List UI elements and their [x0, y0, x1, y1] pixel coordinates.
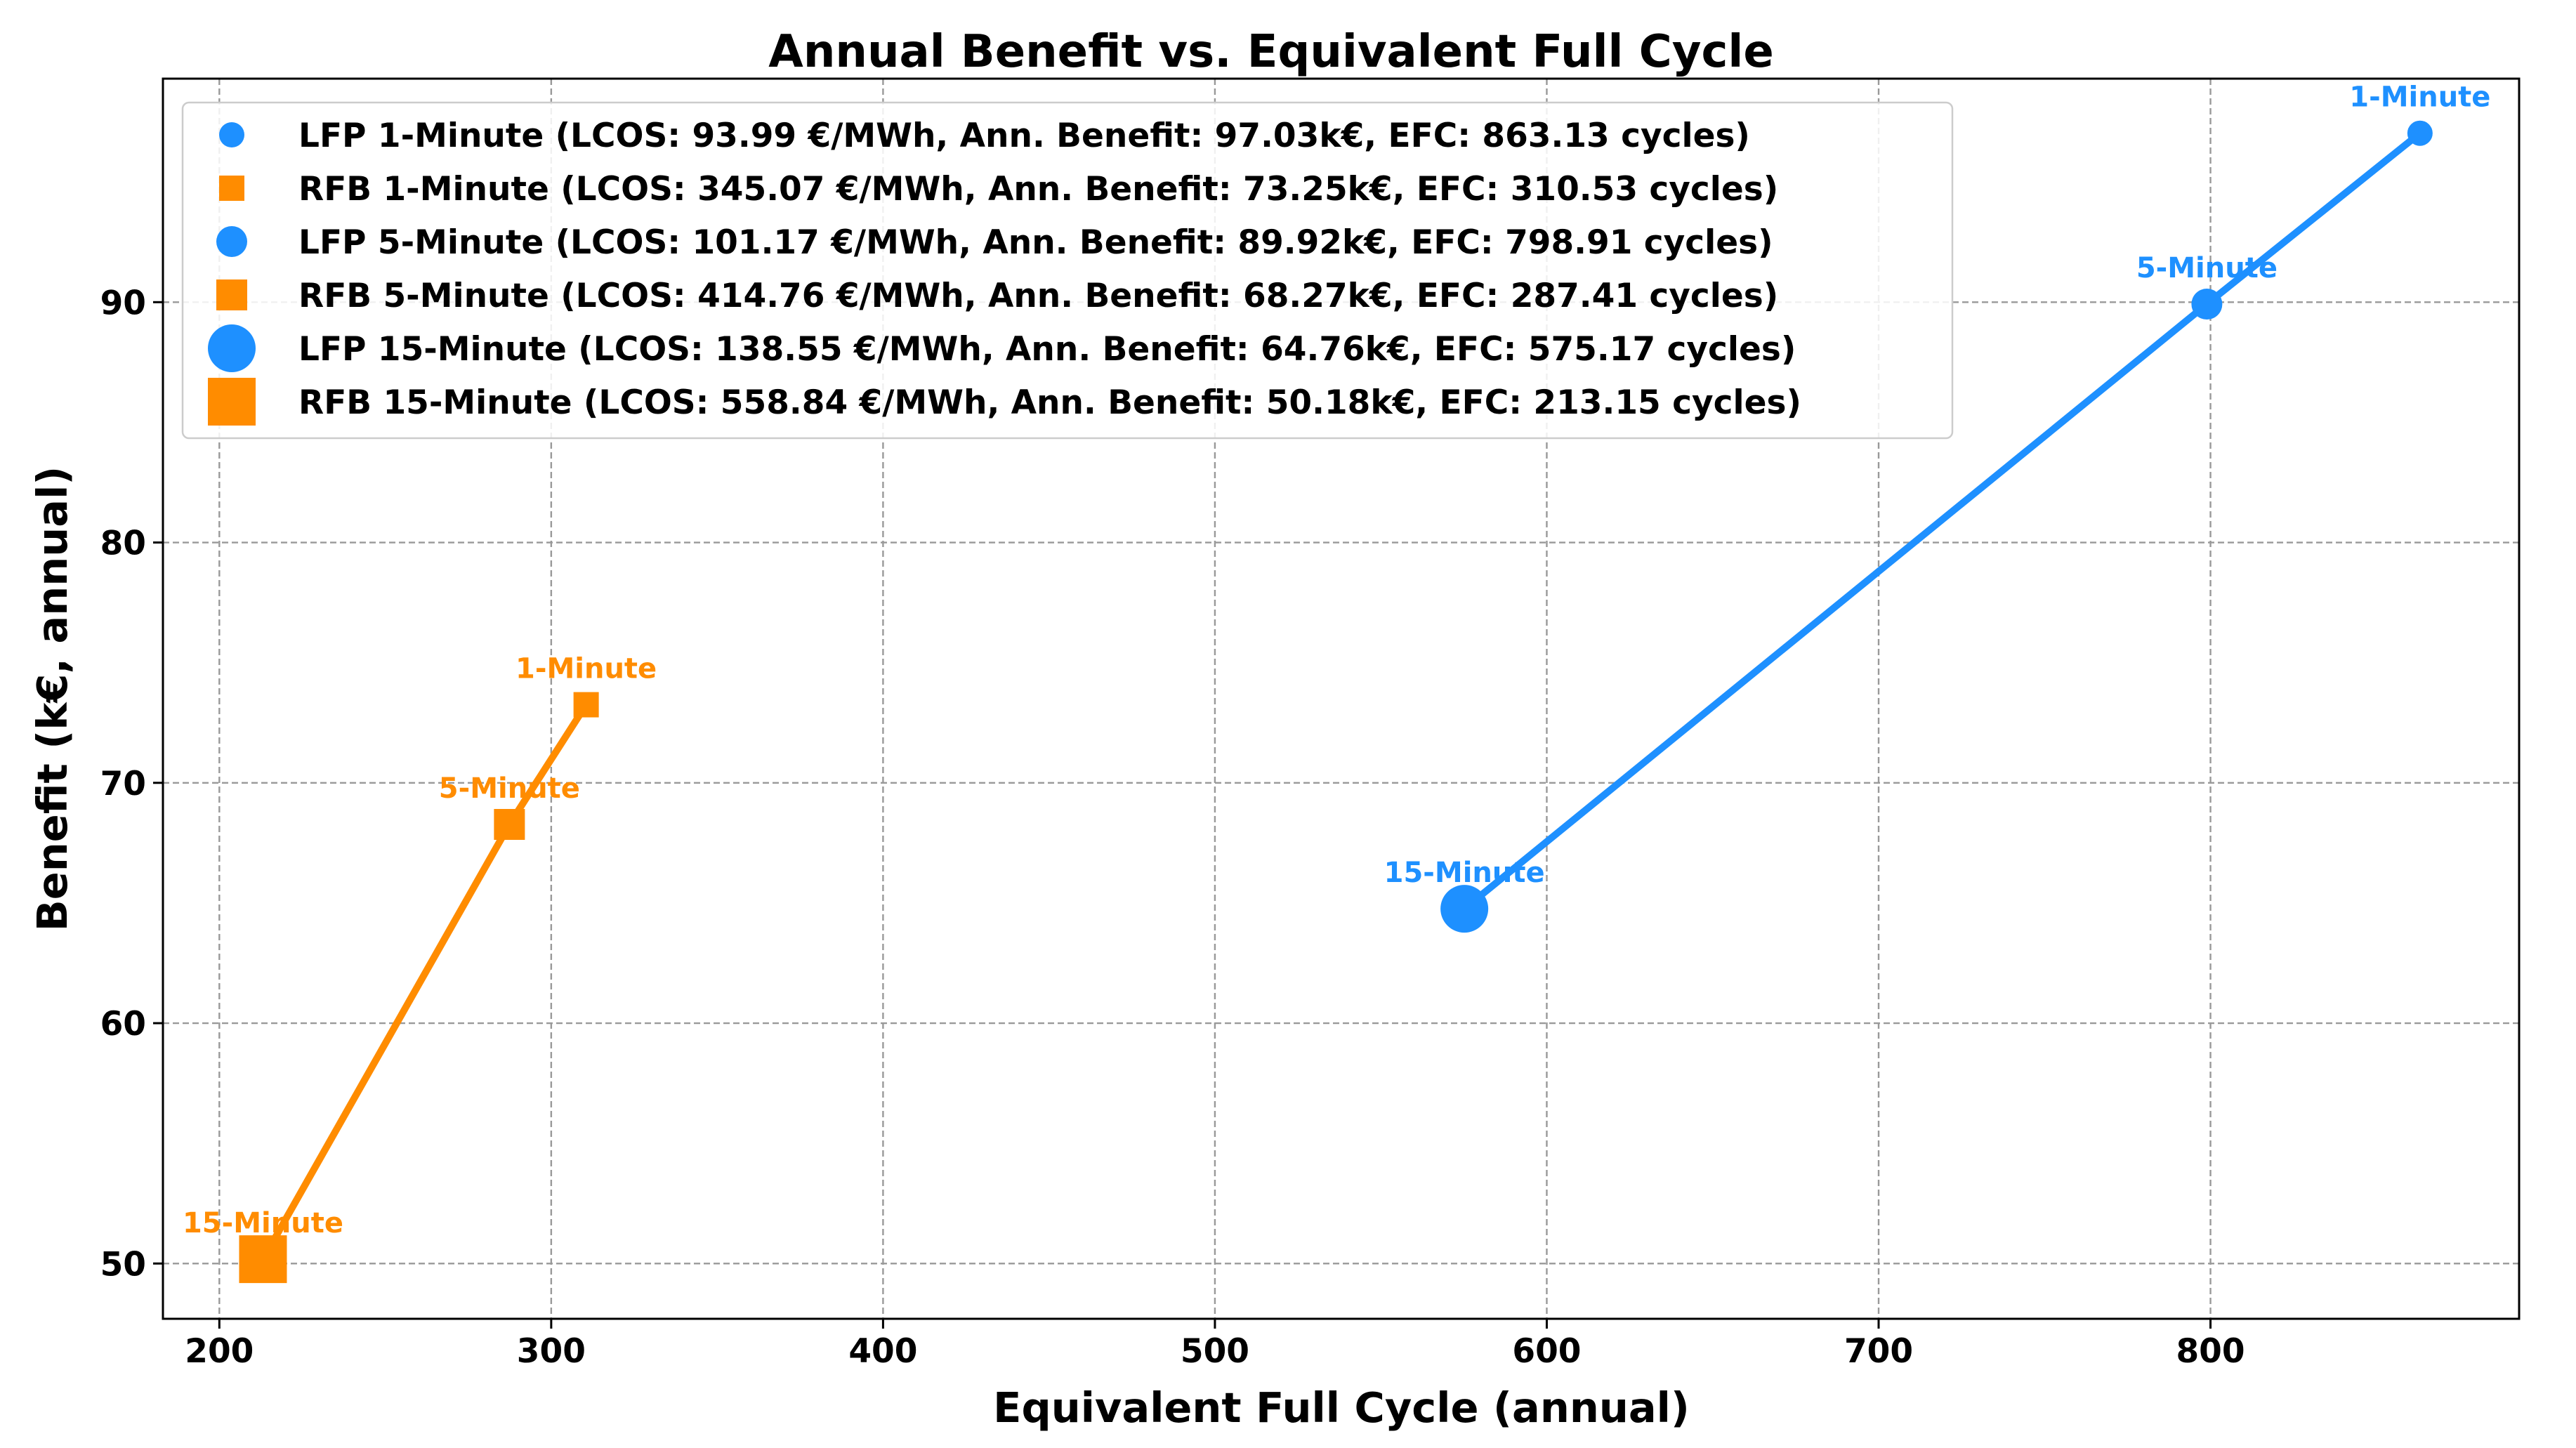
x-tick-label: 600	[1512, 1332, 1581, 1371]
legend-marker	[219, 122, 244, 147]
lfp-marker-5-minute	[2191, 289, 2223, 320]
legend-entry-text: RFB 5-Minute (LCOS: 414.76 €/MWh, Ann. B…	[298, 277, 1778, 315]
legend-marker	[208, 378, 256, 426]
y-tick-label: 90	[100, 284, 146, 322]
plot-frame	[162, 77, 2521, 1320]
x-axis-label: Equivalent Full Cycle (annual)	[993, 1383, 1690, 1432]
series-layer: 1-Minute 5-Minute 15-Minute 1-Minute 5-Minut…	[183, 81, 2490, 1284]
rfb-marker-15-minute	[239, 1235, 287, 1284]
y-tick-label: 50	[100, 1245, 146, 1284]
lfp-point-label: 5-Minute	[2136, 252, 2278, 284]
legend-marker	[219, 176, 244, 201]
y-axis-label: Benefit (k€, annual)	[28, 466, 77, 932]
rfb-marker-5-minute	[494, 808, 525, 840]
axis-ticks: 200 300 400 500 600 700 800 50 60 70 80 90	[100, 284, 2245, 1371]
legend-entry-text: RFB 15-Minute (LCOS: 558.84 €/MWh, Ann. …	[298, 383, 1801, 422]
x-tick-label: 400	[848, 1332, 917, 1371]
rfb-point-label: 15-Minute	[183, 1207, 343, 1239]
y-tick-label: 70	[100, 765, 146, 803]
legend-entry-text: RFB 1-Minute (LCOS: 345.07 €/MWh, Ann. B…	[298, 170, 1778, 209]
legend-box	[181, 101, 1954, 440]
x-tick-label: 200	[185, 1332, 254, 1371]
legend-marker	[216, 279, 247, 310]
rfb-point-label: 5-Minute	[439, 772, 580, 805]
x-tick-label: 300	[517, 1332, 586, 1371]
x-tick-label: 800	[2176, 1332, 2245, 1371]
legend: LFP 1-Minute (LCOS: 93.99 €/MWh, Ann. Be…	[181, 101, 1954, 440]
y-tick-label: 80	[100, 525, 146, 563]
chart-title: Annual Benefit vs. Equivalent Full Cycle	[768, 26, 1773, 78]
x-tick-label: 500	[1181, 1332, 1249, 1371]
legend-entry-text: LFP 1-Minute (LCOS: 93.99 €/MWh, Ann. Be…	[298, 117, 1750, 155]
lfp-point-label: 1-Minute	[2349, 81, 2490, 114]
rfb-point-label: 1-Minute	[515, 653, 657, 685]
legend-entry-text: LFP 5-Minute (LCOS: 101.17 €/MWh, Ann. B…	[298, 223, 1773, 262]
lfp-marker-1-minute	[2407, 120, 2433, 146]
legend-marker	[216, 226, 247, 257]
lfp-marker-15-minute	[1440, 885, 1489, 933]
legend-marker	[208, 324, 256, 372]
legend-entry-text: LFP 15-Minute (LCOS: 138.55 €/MWh, Ann. …	[298, 330, 1796, 369]
x-tick-label: 700	[1844, 1332, 1913, 1371]
rfb-marker-1-minute	[573, 692, 599, 718]
y-tick-label: 60	[100, 1005, 146, 1044]
lfp-point-label: 15-Minute	[1384, 857, 1545, 889]
